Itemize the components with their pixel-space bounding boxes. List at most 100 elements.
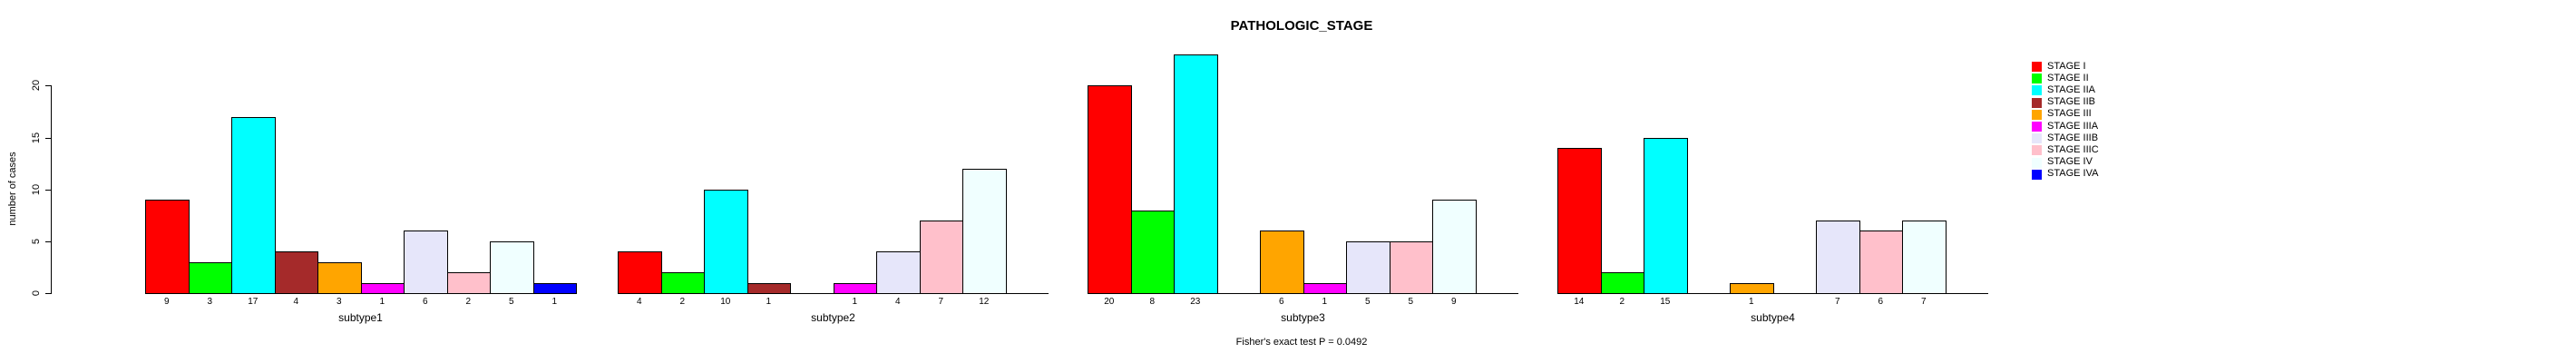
legend-swatch-stage-iib <box>2032 97 2042 108</box>
legend-label: STAGE I <box>2047 60 2086 72</box>
legend-label: STAGE II <box>2047 72 2089 83</box>
y-tick-mark <box>45 293 52 294</box>
bar-value-label: 5 <box>1364 297 1371 307</box>
bar-stage-iia-subtype4 <box>1644 137 1688 294</box>
bar-stage-iiia-subtype1 <box>360 282 405 294</box>
y-tick-mark <box>45 189 52 191</box>
bar-value-label: 2 <box>679 297 686 307</box>
legend-swatch-stage-iiic <box>2032 145 2042 156</box>
y-tick-label: 5 <box>31 238 42 244</box>
bar-value-label: 2 <box>1619 297 1625 307</box>
legend-label: STAGE IIA <box>2047 83 2095 95</box>
bar-stage-iib-subtype1 <box>274 251 318 294</box>
bar-value-label: 15 <box>1660 297 1671 307</box>
legend-label: STAGE IIB <box>2047 96 2095 108</box>
bar-value-label: 5 <box>1408 297 1414 307</box>
bar-value-label: 9 <box>163 297 170 307</box>
bar-stage-i-subtype4 <box>1557 147 1602 294</box>
legend-label: STAGE IIIB <box>2047 132 2099 143</box>
bar-value-label: 8 <box>1149 297 1156 307</box>
bar-value-label: 9 <box>1450 297 1457 307</box>
bar-stage-iib-subtype2 <box>746 282 791 294</box>
bar-value-label: 4 <box>894 297 901 307</box>
bar-value-label: 1 <box>379 297 385 307</box>
bar-value-label: 3 <box>207 297 213 307</box>
bar-stage-iii-subtype3 <box>1260 231 1304 294</box>
bar-stage-iv-subtype1 <box>490 240 534 294</box>
bar-value-label: 6 <box>422 297 428 307</box>
bar-stage-iii-subtype1 <box>317 261 362 294</box>
category-label: subtype2 <box>811 311 855 324</box>
bar-stage-iiic-subtype2 <box>919 220 963 294</box>
bar-value-label: 2 <box>465 297 472 307</box>
bar-stage-iia-subtype2 <box>704 189 748 294</box>
bar-value-label: 1 <box>1322 297 1328 307</box>
bar-stage-iiic-subtype4 <box>1859 231 1903 294</box>
bar-value-label: 12 <box>979 297 990 307</box>
legend-swatch-stage-iiia <box>2032 122 2042 132</box>
legend-swatch-stage-iiib <box>2032 133 2042 144</box>
bar-stage-iv-subtype2 <box>962 168 1007 294</box>
bar-stage-iia-subtype3 <box>1174 54 1218 294</box>
bar-stage-iii-subtype4 <box>1730 282 1774 294</box>
y-tick-label: 15 <box>31 132 42 143</box>
bar-value-label: 5 <box>508 297 514 307</box>
chart-title: PATHOLOGIC_STAGE <box>1230 18 1373 34</box>
bar-value-label: 17 <box>248 297 259 307</box>
bar-stage-i-subtype3 <box>1088 85 1132 294</box>
bar-stage-iv-subtype3 <box>1432 200 1477 294</box>
category-label: subtype3 <box>1281 311 1325 324</box>
bar-stage-ii-subtype2 <box>660 272 705 294</box>
bar-stage-iv-subtype4 <box>1902 220 1947 294</box>
legend-swatch-stage-iia <box>2032 85 2042 96</box>
y-tick-label: 0 <box>31 289 42 297</box>
y-axis-label: number of cases <box>7 152 18 226</box>
bar-stage-i-subtype1 <box>145 200 190 294</box>
legend-swatch-stage-i <box>2032 62 2042 72</box>
bar-value-label: 7 <box>1920 297 1927 307</box>
bar-stage-iia-subtype1 <box>231 116 276 294</box>
legend-swatch-stage-iv <box>2032 157 2042 168</box>
y-tick-mark <box>45 240 52 242</box>
legend-label: STAGE IIIA <box>2047 120 2099 132</box>
bar-stage-iiib-subtype4 <box>1816 220 1860 294</box>
bar-stage-ii-subtype4 <box>1600 272 1644 294</box>
bar-value-label: 3 <box>336 297 342 307</box>
y-tick-mark <box>45 85 52 87</box>
bar-value-label: 6 <box>1278 297 1284 307</box>
bar-stage-iiib-subtype1 <box>404 231 448 294</box>
bar-value-label: 7 <box>1834 297 1840 307</box>
legend-swatch-stage-ii <box>2032 74 2042 84</box>
bar-value-label: 20 <box>1104 297 1115 307</box>
bar-value-label: 1 <box>551 297 558 307</box>
bar-stage-i-subtype2 <box>618 251 662 294</box>
category-label: subtype1 <box>338 311 383 324</box>
bar-stage-iiic-subtype1 <box>446 272 491 294</box>
legend-label: STAGE IIIC <box>2047 143 2099 155</box>
bar-value-label: 7 <box>938 297 944 307</box>
bar-value-label: 14 <box>1574 297 1585 307</box>
bar-stage-iiic-subtype3 <box>1389 240 1433 294</box>
legend-label: STAGE IV <box>2047 156 2093 168</box>
category-label: subtype4 <box>1751 311 1795 324</box>
bar-value-label: 10 <box>720 297 731 307</box>
bar-value-label: 4 <box>636 297 642 307</box>
y-tick-mark <box>45 137 52 139</box>
bar-stage-ii-subtype3 <box>1130 210 1175 294</box>
legend-swatch-stage-iii <box>2032 109 2042 120</box>
bar-stage-ii-subtype1 <box>188 261 232 294</box>
bar-stage-iiia-subtype3 <box>1303 282 1347 294</box>
bar-stage-iiib-subtype3 <box>1346 240 1390 294</box>
bar-value-label: 1 <box>766 297 772 307</box>
bar-stage-iiib-subtype2 <box>876 251 921 294</box>
bar-stage-iva-subtype1 <box>532 282 577 294</box>
legend-swatch-stage-iva <box>2032 169 2042 180</box>
bar-value-label: 6 <box>1878 297 1884 307</box>
chart-annotation: Fisher's exact test P = 0.0492 <box>1235 337 1368 348</box>
y-tick-label: 20 <box>31 80 42 92</box>
bar-value-label: 1 <box>1748 297 1754 307</box>
bar-value-label: 1 <box>852 297 858 307</box>
legend-label: STAGE III <box>2047 108 2092 120</box>
bar-value-label: 4 <box>293 297 299 307</box>
